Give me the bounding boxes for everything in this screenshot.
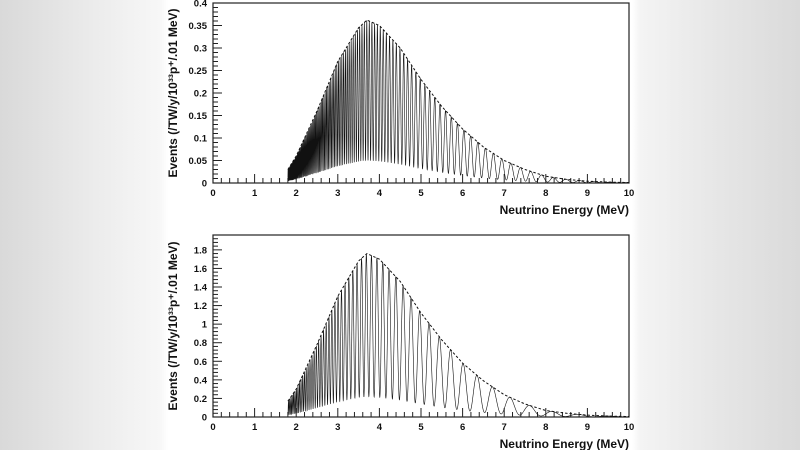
y-tick-label: 0.4 xyxy=(194,375,208,386)
y-tick-label: 0.35 xyxy=(189,21,208,32)
y-tick-label: 0 xyxy=(202,413,207,424)
x-tick-label: 7 xyxy=(502,422,507,433)
y-tick-label: 0.2 xyxy=(194,89,207,100)
x-tick-label: 1 xyxy=(252,422,258,433)
x-tick-label: 0 xyxy=(210,188,215,199)
x-tick-label: 4 xyxy=(377,188,383,199)
x-tick-label: 6 xyxy=(460,422,465,433)
y-tick-label: 0.1 xyxy=(194,134,208,145)
x-tick-label: 5 xyxy=(418,188,424,199)
y-axis-title: Events (/TW/y/10³³p⁺/.01 MeV) xyxy=(166,241,180,410)
y-tick-label: 0.15 xyxy=(189,111,208,122)
y-axis-title: Events (/TW/y/10³³p⁺/.01 MeV) xyxy=(166,8,180,177)
x-tick-label: 1 xyxy=(252,188,258,199)
x-tick-label: 10 xyxy=(624,422,635,433)
envelope-dashed-line xyxy=(287,19,630,184)
y-tick-label: 0.25 xyxy=(189,66,208,77)
x-tick-label: 3 xyxy=(335,188,340,199)
x-tick-label: 2 xyxy=(294,188,299,199)
x-tick-label: 8 xyxy=(543,188,548,199)
y-tick-label: 0.2 xyxy=(194,394,207,405)
plot-2: 0 1 2 3 4 5 6 7 8 9 10 0 0.2 0.4 0.6 0.8 1 1.2 1.4 1.6 1.8 Ne… xyxy=(166,234,635,450)
y-tick-label: 0.6 xyxy=(194,357,207,368)
x-tick-label: 2 xyxy=(294,422,299,433)
y-tick-label: 1.8 xyxy=(194,245,207,256)
x-tick-label: 0 xyxy=(210,422,215,433)
y-tick-label: 1 xyxy=(202,320,208,331)
y-tick-label: 1.6 xyxy=(194,264,207,275)
x-tick-label: 5 xyxy=(418,422,424,433)
y-tick-label: 0 xyxy=(202,179,207,190)
x-tick-label: 8 xyxy=(543,422,548,433)
x-tick-label: 3 xyxy=(335,422,340,433)
x-tick-label: 9 xyxy=(585,422,590,433)
x-tick-label: 6 xyxy=(460,188,465,199)
oscillated-spectrum-line xyxy=(287,254,629,418)
x-tick-label: 9 xyxy=(585,188,590,199)
x-tick-label: 7 xyxy=(502,188,507,199)
y-tick-label: 0.4 xyxy=(194,0,208,10)
y-tick-label: 1.2 xyxy=(194,301,207,312)
x-axis-title: Neutrino Energy (MeV) xyxy=(500,203,629,217)
x-tick-label: 10 xyxy=(624,188,635,199)
y-tick-label: 0.8 xyxy=(194,338,207,349)
plot-1: 0 1 2 3 4 5 6 7 8 9 10 0 0.05 0.1 0.15 0.2 0.25 0.3 0.35 0.… xyxy=(166,0,634,217)
y-tick-label: 1.4 xyxy=(194,283,208,294)
y-tick-label: 0.05 xyxy=(189,156,208,167)
oscillated-spectrum-line xyxy=(287,20,629,184)
x-axis-title: Neutrino Energy (MeV) xyxy=(500,437,629,450)
y-tick-label: 0.3 xyxy=(194,44,207,55)
x-tick-label: 4 xyxy=(377,422,383,433)
